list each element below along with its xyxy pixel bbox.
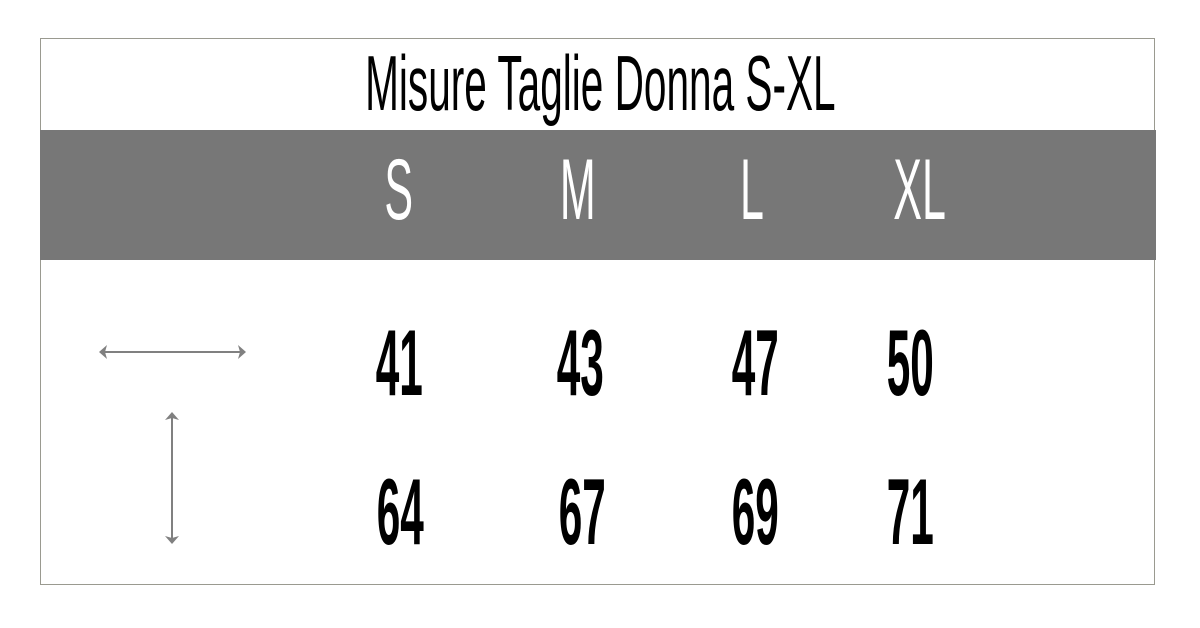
size-header-m: M: [498, 140, 658, 240]
measure-value: 50: [886, 310, 934, 415]
row-width-m: 43: [500, 313, 660, 413]
size-header-s: S: [319, 140, 479, 240]
measure-value: 47: [731, 310, 779, 415]
size-header-band: [40, 130, 1156, 260]
horizontal-double-arrow-icon: [99, 345, 246, 359]
row-width-s: 41: [319, 313, 479, 413]
chart-title-text: Misure Taglie Donna S-XL: [364, 39, 836, 127]
vertical-double-arrow-icon: [165, 412, 179, 544]
row-length-l: 69: [675, 462, 835, 562]
size-label: S: [384, 142, 414, 238]
size-label: XL: [893, 142, 947, 238]
size-chart-frame: [40, 38, 1155, 585]
chart-title: Misure Taglie Donna S-XL: [0, 38, 1200, 128]
measure-value: 41: [375, 310, 423, 415]
measure-value: 69: [731, 459, 779, 564]
measure-value: 64: [376, 459, 424, 564]
row-length-xl: 71: [830, 462, 990, 562]
row-width-xl: 50: [830, 313, 990, 413]
measure-value: 67: [558, 459, 606, 564]
measure-value: 71: [886, 459, 934, 564]
row-length-s: 64: [320, 462, 480, 562]
size-label: M: [560, 142, 596, 238]
size-label: L: [740, 142, 764, 238]
size-header-xl: XL: [840, 140, 1000, 240]
measure-value: 43: [556, 310, 604, 415]
row-width-l: 47: [675, 313, 835, 413]
row-length-m: 67: [502, 462, 662, 562]
size-header-l: L: [672, 140, 832, 240]
